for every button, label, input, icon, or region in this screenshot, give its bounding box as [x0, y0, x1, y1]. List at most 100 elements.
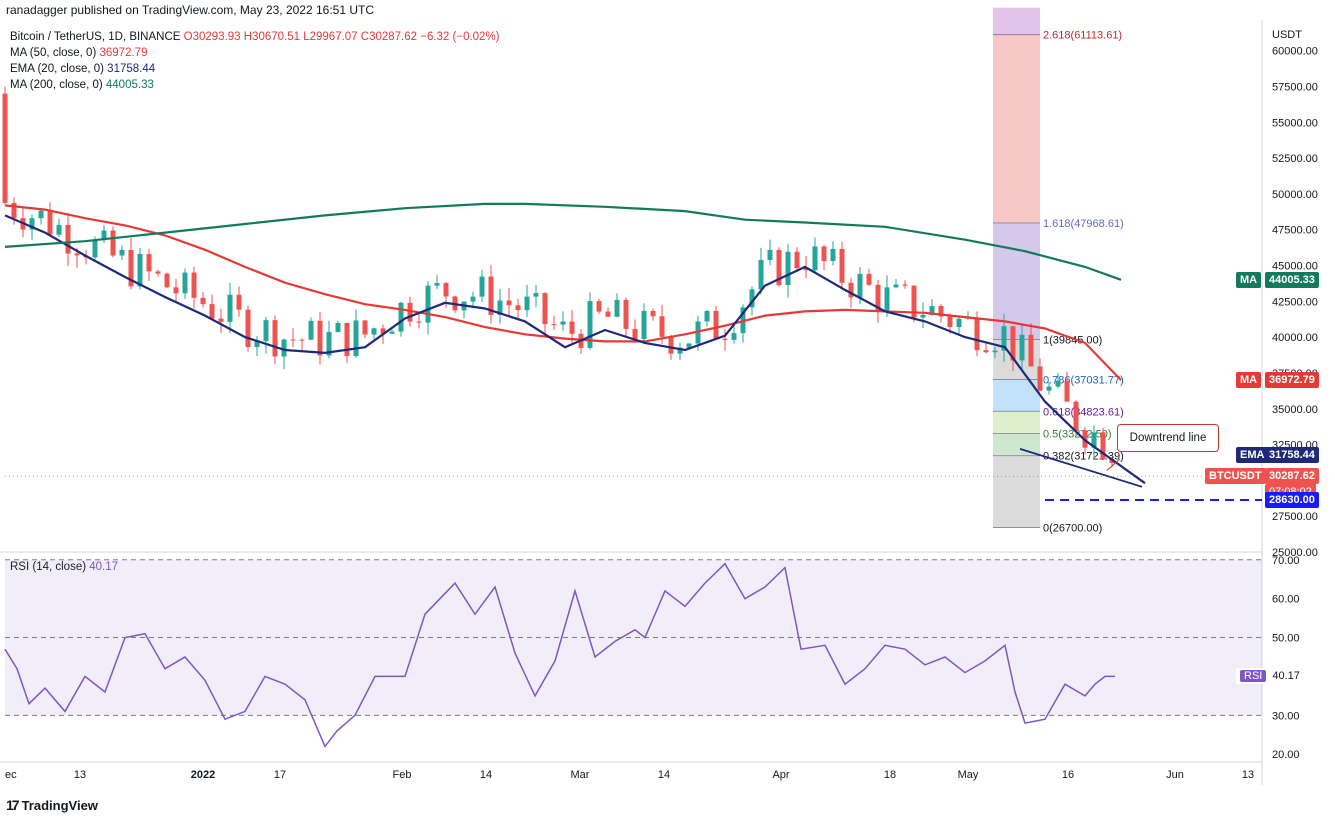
- series-line-ma50: [4, 204, 1122, 381]
- candle-body: [164, 273, 170, 288]
- price-axis: 25000.0027500.0030000.0032500.0035000.00…: [1272, 29, 1318, 761]
- candle-body: [785, 251, 791, 286]
- candle-body: [290, 339, 296, 341]
- candle-body: [1019, 334, 1025, 361]
- time-tick-label: ec: [5, 769, 17, 781]
- candle-body: [110, 230, 116, 256]
- candle-body: [1091, 432, 1097, 448]
- rsi-legend-value: 40.17: [89, 561, 119, 573]
- legend-ohlc: O30293.93 H30670.51 L29967.07 C30287.62 …: [183, 31, 500, 43]
- candle-body: [632, 328, 638, 339]
- candle-body: [335, 322, 341, 333]
- publisher-line: ranadagger published on TradingView.com,…: [6, 3, 375, 17]
- series-line-ma200: [4, 202, 1122, 281]
- candle-body: [875, 284, 881, 312]
- candle-body: [254, 341, 260, 348]
- candle-body: [614, 299, 620, 317]
- candle-body: [893, 284, 899, 288]
- candle-body: [713, 310, 719, 339]
- price-tick-label: 55000.00: [1272, 117, 1318, 129]
- candle-body: [74, 253, 80, 256]
- candle-body: [470, 296, 476, 302]
- fib-level-label: 2.618(61113.61): [1043, 30, 1122, 42]
- candle-body: [1037, 366, 1043, 391]
- candle-body: [911, 285, 917, 318]
- candle-body: [425, 285, 431, 323]
- rsi-legend[interactable]: RSI (14, close) 40.17: [10, 561, 118, 573]
- time-tick-label: Jun: [1166, 769, 1184, 781]
- price-tick-label: 57500.00: [1272, 81, 1318, 93]
- candle-body: [506, 300, 512, 306]
- candle-body: [821, 246, 827, 262]
- candle-body: [416, 321, 422, 323]
- fib-zone: [993, 455, 1040, 528]
- candle-body: [245, 309, 251, 348]
- candle-body: [443, 283, 449, 297]
- price-tag-label: EMA: [1236, 447, 1269, 464]
- candle-body: [380, 328, 386, 334]
- candle-body: [119, 249, 125, 256]
- candle-body: [488, 276, 494, 315]
- rsi-tag-label: RSI: [1240, 669, 1267, 682]
- candle-body: [308, 320, 314, 340]
- candle-body: [497, 300, 503, 315]
- time-tick-label: Apr: [772, 769, 789, 781]
- chart-legend: Bitcoin / TetherUS, 1D, BINANCE O30293.9…: [10, 29, 500, 93]
- legend-ma50-row[interactable]: MA (50, close, 0) 36972.79: [10, 45, 500, 61]
- price-tag-value: 31758.44: [1265, 447, 1319, 464]
- candle-body: [1109, 459, 1115, 464]
- candle-body: [749, 289, 755, 308]
- candle-body: [920, 315, 926, 318]
- candle-body: [191, 272, 197, 298]
- price-tick-label: 40000.00: [1272, 332, 1318, 344]
- footer-brand: 17 TradingView: [6, 797, 98, 813]
- fib-level-label: 0(26700.00): [1043, 523, 1102, 535]
- candles: [2, 86, 1115, 468]
- rsi-tick-label: 50.00: [1272, 633, 1300, 645]
- candle-body: [1046, 386, 1052, 391]
- candle-body: [389, 331, 395, 334]
- candle-body: [1055, 380, 1061, 387]
- legend-ma200-label: MA (200, close, 0): [10, 79, 103, 91]
- candle-body: [479, 276, 485, 297]
- price-tag-value: 36972.79: [1265, 372, 1319, 389]
- series-line-rsi: [4, 562, 1115, 748]
- candle-body: [659, 316, 665, 337]
- rsi-tick-label: 20.00: [1272, 749, 1300, 761]
- candle-body: [317, 320, 323, 356]
- candle-body: [803, 268, 809, 271]
- candle-body: [839, 248, 845, 283]
- candle-body: [938, 306, 944, 317]
- candle-body: [857, 273, 863, 298]
- candle-body: [200, 297, 206, 305]
- series-line-ema20: [4, 214, 1146, 485]
- candle-body: [587, 301, 593, 348]
- candle-body: [92, 240, 98, 258]
- fib-level-label: 0.786(37031.77): [1043, 375, 1124, 387]
- candle-body: [218, 318, 224, 322]
- legend-ma200-row[interactable]: MA (200, close, 0) 44005.33: [10, 77, 500, 93]
- candle-body: [974, 317, 980, 351]
- fib-level-label: 0.618(34823.61): [1043, 406, 1124, 418]
- candle-body: [596, 301, 602, 312]
- price-tag-value: 28630.00: [1265, 492, 1319, 508]
- fib-zone: [993, 433, 1040, 456]
- price-tick-label: 50000.00: [1272, 189, 1318, 201]
- callout-pointer: [1106, 458, 1121, 471]
- price-tick-label: 45000.00: [1272, 261, 1318, 273]
- candle-body: [263, 320, 269, 342]
- price-tick-label: 35000.00: [1272, 404, 1318, 416]
- rsi-legend-label: RSI (14, close): [10, 561, 87, 573]
- candle-body: [902, 284, 908, 286]
- candle-body: [272, 320, 278, 357]
- legend-ma50-label: MA (50, close, 0): [10, 47, 97, 59]
- candle-body: [515, 305, 521, 311]
- candle-body: [371, 328, 377, 335]
- candle-body: [794, 251, 800, 269]
- candle-body: [407, 302, 413, 322]
- candle-body: [344, 322, 350, 357]
- legend-ema20-row[interactable]: EMA (20, close, 0) 31758.44: [10, 61, 500, 77]
- time-tick-label: 18: [884, 769, 896, 781]
- candle-body: [128, 249, 134, 287]
